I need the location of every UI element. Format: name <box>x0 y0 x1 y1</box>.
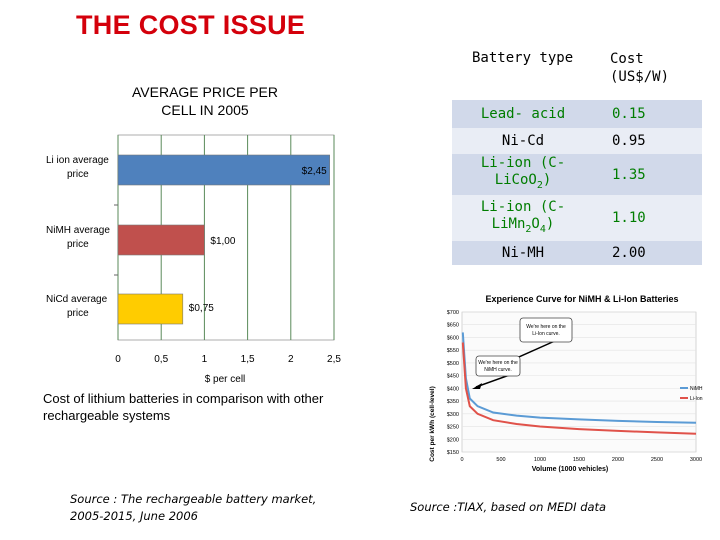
exp-x-tick-label: 3000 <box>690 457 702 463</box>
exp-y-tick-label: $450 <box>447 374 459 380</box>
table-row: Ni-Cd 0.95 <box>452 128 702 154</box>
exp-plot-area <box>461 311 697 453</box>
legend-label: Li-Ion <box>690 396 703 402</box>
slide-title: THE COST ISSUE <box>76 10 306 40</box>
chart-title-line-1: AVERAGE PRICE PER <box>132 84 278 100</box>
exp-x-tick-label: 1500 <box>573 457 585 463</box>
annotation-box-nimh <box>475 355 521 377</box>
annotation-nimh-line-1: We're here on the <box>478 360 518 366</box>
header-cost: Cost (US$/W) <box>610 51 670 85</box>
data-label: $1,00 <box>210 236 235 247</box>
series-line <box>461 332 697 424</box>
x-tick-label: 2 <box>288 354 294 365</box>
exp-x-tick-label: 2500 <box>651 457 663 463</box>
exp-x-tick-label: 2000 <box>612 457 624 463</box>
cell-type: Li-ion (C- LiMn2O4) <box>480 198 566 235</box>
experience-curve-chart: Experience Curve for NiMH & Li-Ion Batte… <box>429 294 703 473</box>
category-label: price <box>67 308 89 319</box>
source-note-right: Source :TIAX, based on MEDI data <box>410 499 670 516</box>
category-label: NiCd average <box>46 294 108 305</box>
data-label: $0,75 <box>189 303 214 314</box>
exp-x-tick-label: 1000 <box>534 457 546 463</box>
x-axis-label: $ per cell <box>205 374 246 385</box>
exp-y-tick-label: $500 <box>447 361 459 367</box>
cost-table: Battery type Cost (US$/W) Lead- acid 0.15… <box>452 42 702 265</box>
x-tick-label: 2,5 <box>327 354 341 365</box>
annotation-nimh-line-2: NiMH curve. <box>484 367 512 373</box>
table-header-row: Battery type Cost (US$/W) <box>452 42 702 100</box>
annotation-liion-line-1: We're here on the <box>526 324 566 330</box>
price-bar-chart: AVERAGE PRICE PER CELL IN 2005 Li ion av… <box>46 84 341 385</box>
bar <box>117 293 184 325</box>
exp-chart-title: Experience Curve for NiMH & Li-Ion Batte… <box>485 294 678 304</box>
table-row: Lead- acid 0.15 <box>452 100 702 128</box>
cell-cost: 0.15 <box>594 100 702 128</box>
exp-y-tick-label: $400 <box>447 386 459 392</box>
exp-y-tick-label: $650 <box>447 323 459 329</box>
data-label: $2,45 <box>302 166 327 177</box>
cell-cost: 1.35 <box>594 154 702 195</box>
exp-y-tick-label: $200 <box>447 437 459 443</box>
table-row: Li-ion (C- LiMn2O4) 1.10 <box>452 195 702 241</box>
cell-type: Ni-MH <box>501 245 545 261</box>
cell-type: Li-ion (C- LiCoO2) <box>480 155 566 191</box>
header-battery-type: Battery type <box>472 50 574 66</box>
category-label: NiMH average <box>46 225 110 236</box>
annotation-box-liion <box>519 317 573 343</box>
source-note-left: Source : The rechargeable battery market… <box>70 491 330 525</box>
exp-x-axis-label: Volume (1000 vehicles) <box>532 466 609 473</box>
series-line <box>461 342 697 435</box>
exp-y-tick-label: $600 <box>447 335 459 341</box>
exp-y-tick-label: $350 <box>447 399 459 405</box>
source-text-left: Source : The rechargeable battery market… <box>70 492 317 523</box>
exp-x-tick-label: 500 <box>496 457 505 463</box>
cell-type: Ni-Cd <box>501 133 545 149</box>
chart-caption: Cost of lithium batteries in comparison … <box>43 391 324 423</box>
category-label: Li ion average <box>46 155 109 166</box>
exp-y-tick-label: $300 <box>447 412 459 418</box>
x-tick-label: 1,5 <box>241 354 255 365</box>
exp-y-tick-label: $550 <box>447 348 459 354</box>
cell-cost: 0.95 <box>594 128 702 154</box>
arrow-head-nimh <box>472 383 482 389</box>
source-text-right: Source :TIAX, based on MEDI data <box>410 500 607 514</box>
exp-y-axis-label: Cost per kWh (cell-level) <box>429 386 436 462</box>
exp-y-tick-label: $700 <box>447 310 459 316</box>
table-row: Li-ion (C- LiCoO2) 1.35 <box>452 154 702 195</box>
bar <box>117 154 330 186</box>
table-row: Ni-MH 2.00 <box>452 241 702 265</box>
legend-label: NiMH <box>690 386 703 392</box>
cell-cost: 2.00 <box>594 241 702 265</box>
x-tick-label: 0 <box>115 354 121 365</box>
cell-type: Lead- acid <box>480 106 566 122</box>
category-label: price <box>67 239 89 250</box>
bar <box>117 224 205 256</box>
exp-x-tick-label: 0 <box>460 457 463 463</box>
x-tick-label: 0,5 <box>154 354 168 365</box>
cell-cost: 1.10 <box>594 195 702 241</box>
x-tick-label: 1 <box>202 354 208 365</box>
exp-y-tick-label: $150 <box>447 450 459 456</box>
exp-y-tick-label: $250 <box>447 425 459 431</box>
chart-title-line-2: CELL IN 2005 <box>161 102 249 118</box>
annotation-liion-line-2: Li-Ion curve. <box>532 331 560 337</box>
category-label: price <box>67 169 89 180</box>
